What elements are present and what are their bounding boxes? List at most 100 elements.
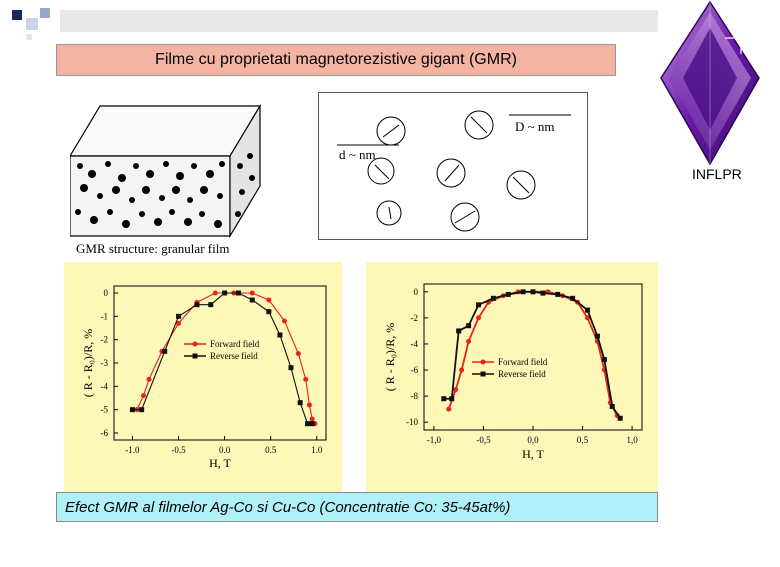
y-tick-label: -4 — [101, 381, 109, 391]
data-point-square — [139, 407, 145, 413]
legend-label-1: Reverse field — [210, 351, 258, 361]
data-point-square — [617, 415, 623, 421]
x-tick-label: -1.0 — [125, 445, 140, 455]
data-point-square — [555, 291, 561, 297]
data-point-circle — [282, 318, 288, 324]
granule-dots — [75, 153, 255, 228]
data-point-square — [490, 295, 496, 301]
plot-frame — [113, 285, 327, 441]
data-point-square — [129, 407, 135, 413]
x-tick-label: -0,5 — [476, 435, 491, 445]
data-point-square — [222, 290, 228, 296]
structure-caption: GMR structure: granular film — [76, 241, 230, 256]
gmr-chart-cu-co: -1,0 -0,5 0,0 0,5 1,0 0 -2 -4 -6 -8 -10 H, T ( R - R… — [383, 283, 643, 461]
data-point-circle — [266, 297, 272, 303]
corner-square-small — [26, 34, 32, 40]
particle-schematic: D ~ nm d ~ nm — [318, 92, 588, 240]
data-point-square — [449, 396, 455, 402]
data-point-square — [520, 289, 526, 295]
page-title: Filme cu proprietati magnetorezistive gi… — [56, 44, 616, 76]
legend-label-1: Reverse field — [498, 369, 546, 379]
data-point-square — [249, 297, 255, 303]
data-point-circle — [295, 351, 301, 357]
y-tick-label: -4 — [411, 339, 419, 349]
D-label: D ~ nm — [515, 119, 555, 134]
series-line-1 — [443, 290, 621, 419]
gmr-chart-ag-co: -1.0 -0.5 0.0 0.5 1.0 0 -1 -2 -3 -4 -5 -6 H, T ( R - … — [81, 285, 327, 470]
y-axis-label: ( R - R₀)/R, % — [81, 329, 95, 398]
data-point-square — [570, 295, 576, 301]
legend-marker — [192, 353, 198, 359]
x-tick-label: 1.0 — [311, 445, 323, 455]
x-tick-label: 0,5 — [577, 435, 589, 445]
corner-square-mid — [40, 8, 50, 18]
data-point-square — [476, 302, 481, 308]
purple-diamond-crystal-icon — [660, 0, 760, 166]
data-point-square — [277, 332, 283, 338]
series-line-0 — [447, 290, 619, 417]
data-point-circle — [146, 376, 152, 382]
legend-marker — [480, 359, 486, 365]
legend-label-0: Forward field — [498, 357, 548, 367]
y-tick-label: 0 — [414, 287, 419, 297]
legend-marker — [480, 371, 486, 377]
logo-label: INFLPR — [692, 166, 742, 182]
data-point-circle — [140, 393, 146, 399]
chart-panel-right: -1,0 -0,5 0,0 0,5 1,0 0 -2 -4 -6 -8 -10 H, T ( R - R… — [366, 262, 658, 492]
particle-circles — [367, 110, 536, 232]
y-tick-label: -2 — [101, 335, 109, 345]
data-point-square — [601, 357, 607, 363]
y-axis-label: ( R - R₀)/R, % — [383, 323, 397, 392]
x-tick-label: 0,0 — [527, 435, 539, 445]
y-tick-label: 0 — [104, 288, 109, 298]
data-point-square — [162, 348, 168, 354]
data-point-circle — [249, 290, 255, 296]
corner-square-light — [26, 18, 38, 30]
data-point-square — [266, 309, 272, 315]
y-tick-label: -1 — [101, 311, 109, 321]
y-tick-label: -5 — [101, 405, 109, 415]
data-point-circle — [585, 315, 590, 321]
y-tick-label: -2 — [411, 313, 419, 323]
data-point-square — [594, 333, 600, 339]
data-point-square — [305, 421, 311, 427]
data-point-square — [176, 313, 182, 319]
top-decor-bar — [60, 10, 658, 32]
data-point-circle — [309, 416, 315, 422]
data-point-square — [585, 307, 590, 313]
y-tick-label: -10 — [406, 417, 418, 427]
data-point-square — [235, 290, 241, 296]
data-point-square — [609, 404, 615, 410]
x-tick-label: 0.5 — [265, 445, 277, 455]
y-tick-label: -6 — [101, 428, 109, 438]
legend-label-0: Forward field — [210, 339, 260, 349]
x-tick-label: -0.5 — [171, 445, 186, 455]
data-point-circle — [453, 387, 459, 393]
data-point-square — [208, 302, 214, 308]
data-point-circle — [459, 367, 465, 373]
x-tick-label: -1,0 — [427, 435, 442, 445]
data-point-square — [288, 365, 294, 371]
data-point-circle — [303, 376, 309, 382]
data-point-circle — [212, 290, 218, 296]
data-point-square — [441, 396, 447, 402]
x-tick-label: 1,0 — [626, 435, 638, 445]
granular-film-block-illustration — [70, 103, 262, 239]
data-point-square — [466, 323, 472, 329]
y-tick-label: -8 — [411, 391, 419, 401]
data-point-circle — [476, 315, 481, 321]
series-line-0 — [136, 292, 316, 424]
y-tick-label: -6 — [411, 365, 419, 375]
legend-marker — [192, 341, 198, 347]
data-point-square — [530, 289, 536, 295]
x-tick-label: 0.0 — [219, 445, 231, 455]
data-point-square — [309, 421, 315, 427]
data-point-circle — [306, 402, 312, 408]
x-axis-label: H, T — [209, 456, 231, 470]
data-point-circle — [446, 406, 452, 412]
figure-caption: Efect GMR al filmelor Ag-Co si Cu-Co (Co… — [56, 492, 658, 522]
data-point-circle — [176, 320, 182, 326]
d-label: d ~ nm — [339, 147, 376, 162]
x-axis-label: H, T — [522, 447, 544, 461]
y-tick-label: -3 — [101, 358, 109, 368]
